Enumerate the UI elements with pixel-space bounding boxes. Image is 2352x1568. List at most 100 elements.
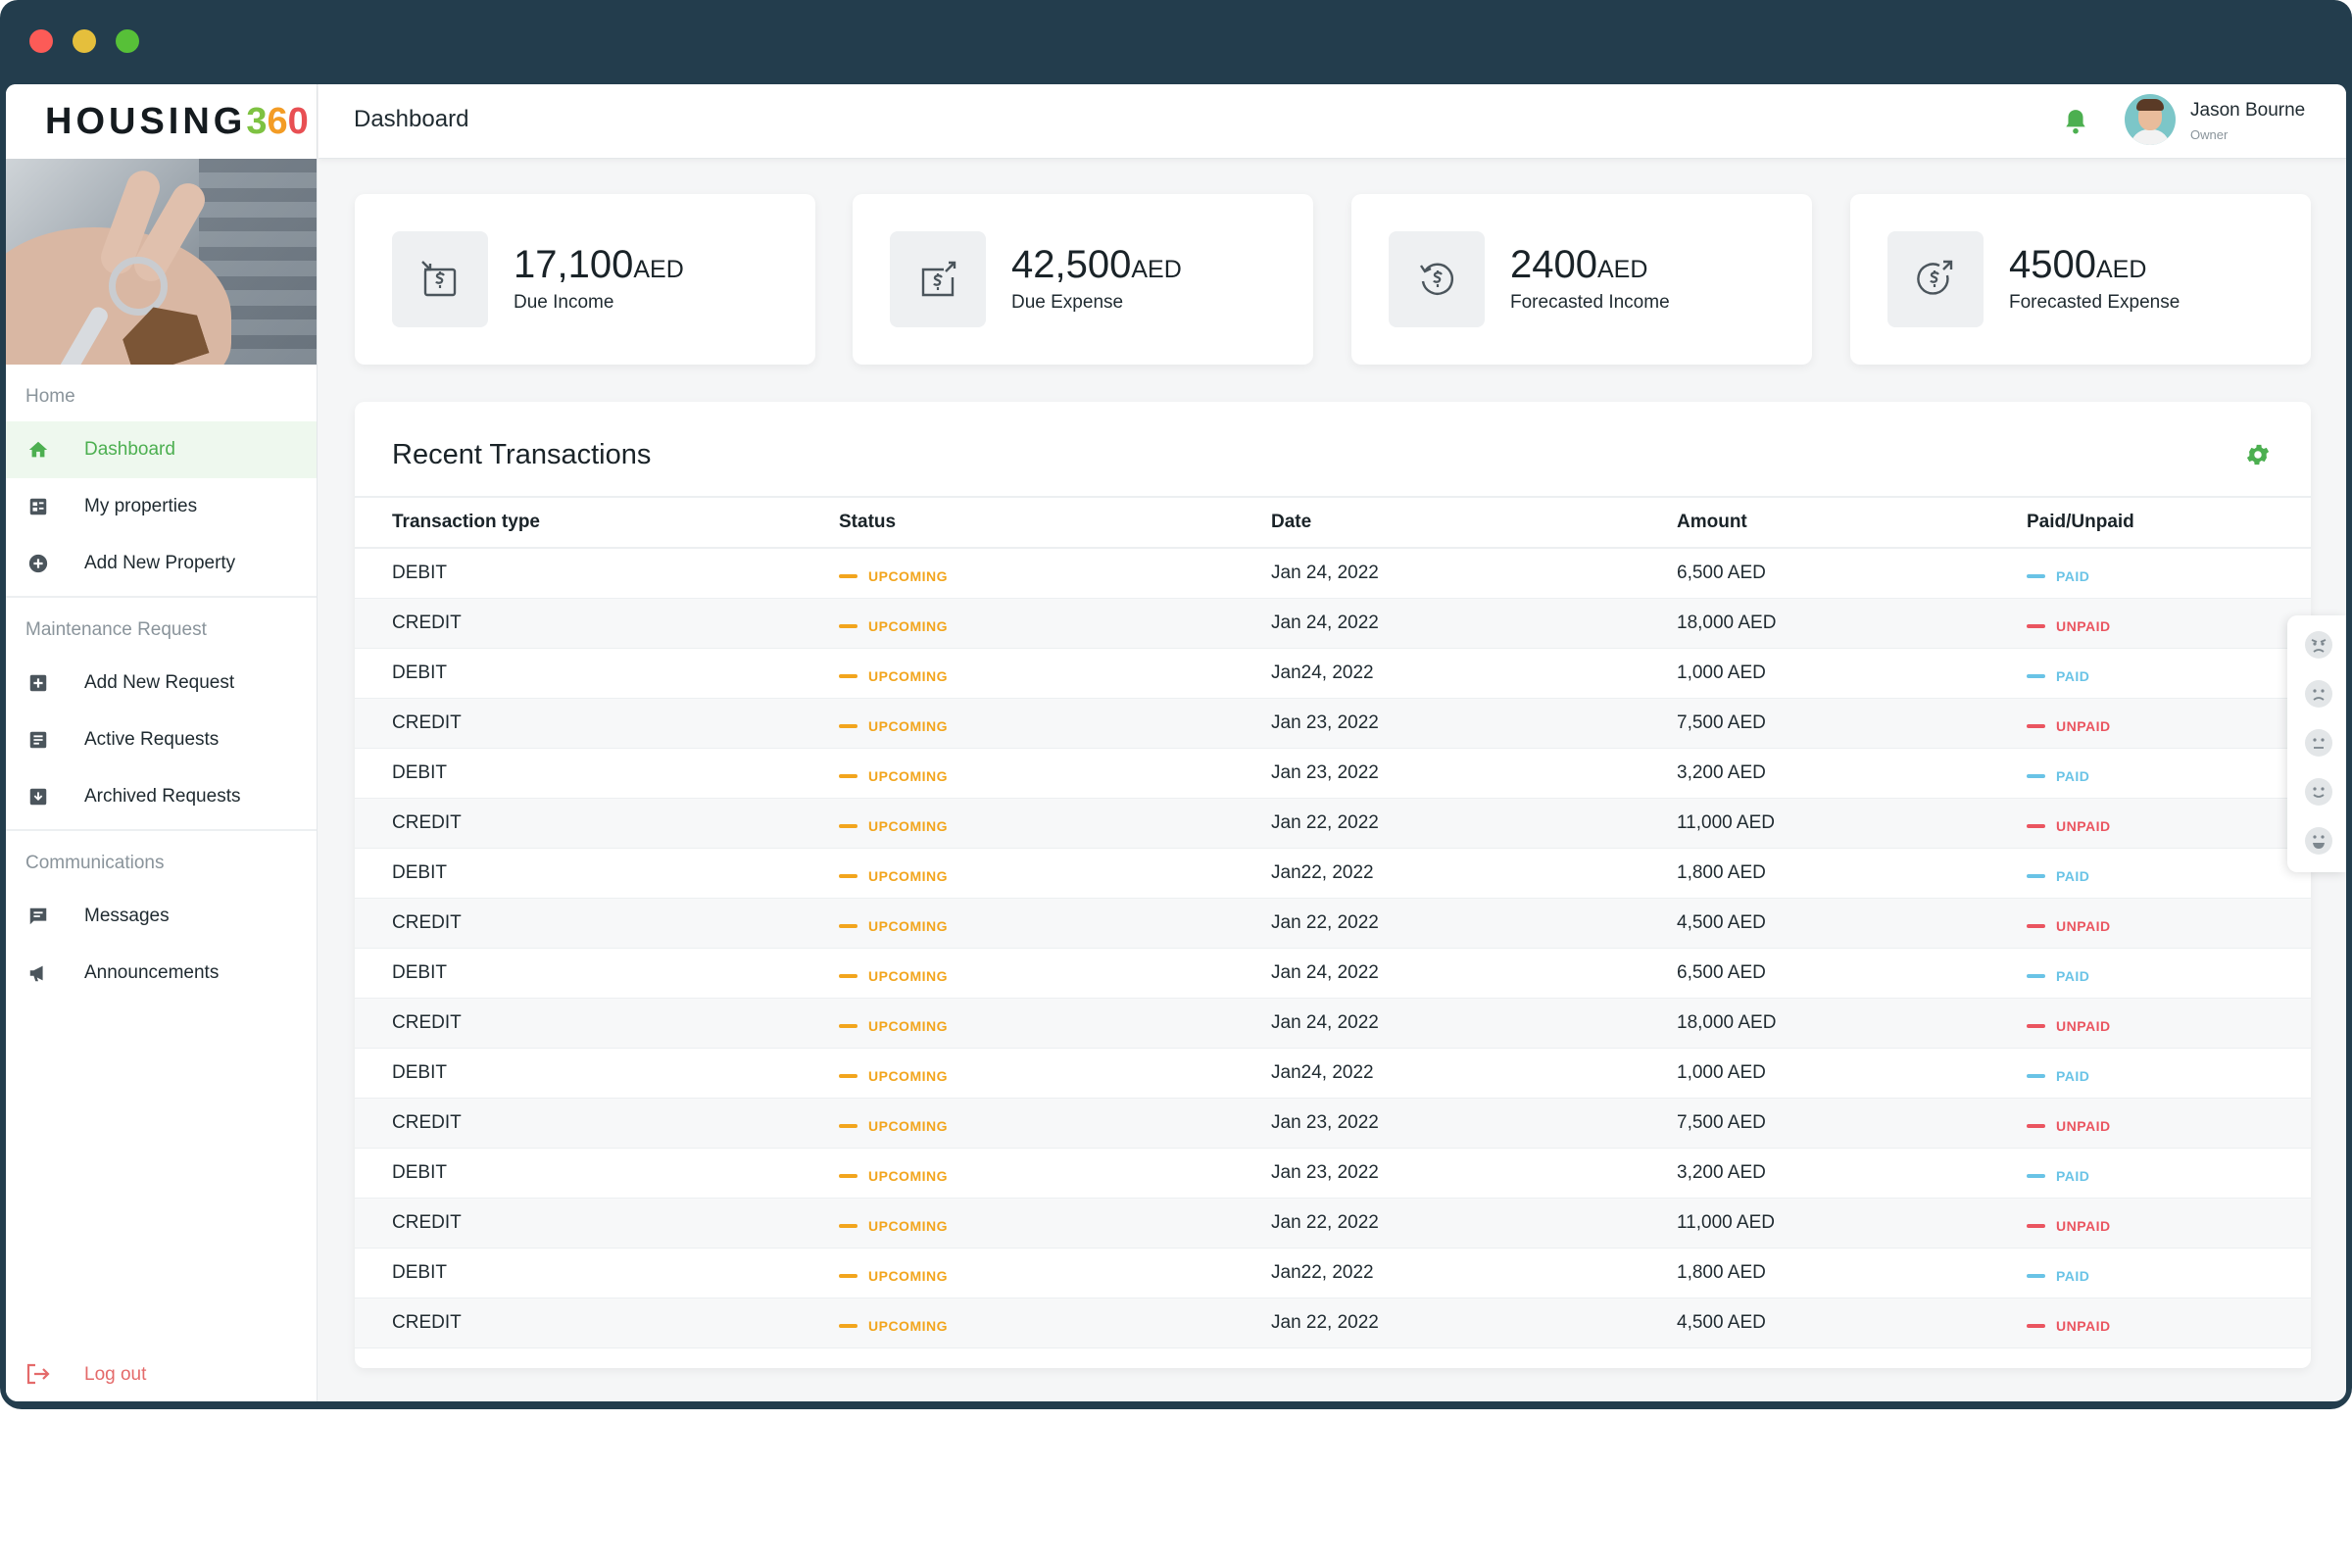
column-header[interactable]: Amount xyxy=(1677,496,2027,549)
paid-badge: UNPAID xyxy=(2027,718,2111,734)
column-header[interactable]: Status xyxy=(839,496,1271,549)
angry-face-icon[interactable] xyxy=(2303,629,2334,661)
column-header[interactable]: Transaction type xyxy=(355,496,839,549)
table-row[interactable]: DEBIT UPCOMING Jan24, 2022 1,000 AED PAID xyxy=(355,1048,2311,1099)
add-box-icon xyxy=(25,670,51,696)
sidebar-item-archived-requests[interactable]: Archived Requests xyxy=(6,768,317,825)
table-row[interactable]: CREDIT UPCOMING Jan 22, 2022 4,500 AED UNPAI… xyxy=(355,1298,2311,1348)
stat-value: 42,500AED xyxy=(1011,243,1182,286)
sidebar-divider xyxy=(6,829,317,831)
cell-paid-status: PAID xyxy=(2027,1248,2311,1298)
table-row[interactable]: DEBIT UPCOMING Jan 23, 2022 3,200 AED PAID xyxy=(355,1148,2311,1199)
cell-transaction-type: CREDIT xyxy=(355,998,839,1049)
table-row[interactable]: CREDIT UPCOMING Jan 22, 2022 11,000 AED UNPA… xyxy=(355,798,2311,849)
sidebar-item-label: Add New Property xyxy=(84,553,236,573)
cell-paid-status: UNPAID xyxy=(2027,998,2311,1049)
table-row[interactable]: DEBIT UPCOMING Jan 24, 2022 6,500 AED PAID xyxy=(355,548,2311,599)
cell-transaction-type: DEBIT xyxy=(355,648,839,699)
logout-label: Log out xyxy=(84,1364,147,1385)
nav-section-maintenance: Maintenance Request xyxy=(25,619,207,640)
stat-card-forecasted-expense[interactable]: 4500AED Forecasted Expense xyxy=(1850,194,2311,365)
income-icon xyxy=(392,231,488,327)
neutral-face-icon[interactable] xyxy=(2303,727,2334,759)
sidebar-item-announcements[interactable]: Announcements xyxy=(6,945,317,1002)
user-name[interactable]: Jason Bourne xyxy=(2190,100,2306,121)
column-header[interactable]: Date xyxy=(1271,496,1677,549)
cell-date: Jan24, 2022 xyxy=(1271,648,1677,699)
sidebar-item-active-requests[interactable]: Active Requests xyxy=(6,711,317,768)
stat-card-due-expense[interactable]: 42,500AED Due Expense xyxy=(853,194,1313,365)
cell-transaction-type: DEBIT xyxy=(355,948,839,999)
table-header-row: Transaction type Status Date Amount Paid… xyxy=(355,496,2311,549)
sidebar-item-label: Active Requests xyxy=(84,729,220,750)
cell-amount: 11,000 AED xyxy=(1677,798,2027,849)
logo[interactable]: HOUSING 360 xyxy=(6,84,317,159)
transactions-body: DEBIT UPCOMING Jan 24, 2022 6,500 AED PAID CR… xyxy=(355,548,2311,1348)
cell-date: Jan 23, 2022 xyxy=(1271,1148,1677,1199)
column-header[interactable]: Paid/Unpaid xyxy=(2027,496,2311,549)
smile-face-icon[interactable] xyxy=(2303,776,2334,808)
sidebar-item-my-properties[interactable]: My properties xyxy=(6,478,317,535)
sidebar-item-add-new-property[interactable]: Add New Property xyxy=(6,535,317,592)
cell-status: UPCOMING xyxy=(839,1048,1271,1099)
stat-card-due-income[interactable]: 17,100AED Due Income xyxy=(355,194,815,365)
maximize-window-icon[interactable] xyxy=(116,29,139,53)
cell-status: UPCOMING xyxy=(839,798,1271,849)
cell-paid-status: UNPAID xyxy=(2027,598,2311,649)
minimize-window-icon[interactable] xyxy=(73,29,96,53)
cell-amount: 18,000 AED xyxy=(1677,998,2027,1049)
close-window-icon[interactable] xyxy=(29,29,53,53)
user-role: Owner xyxy=(2190,127,2229,142)
cell-amount: 18,000 AED xyxy=(1677,598,2027,649)
table-row[interactable]: DEBIT UPCOMING Jan22, 2022 1,800 AED PAID xyxy=(355,1248,2311,1298)
hero-image xyxy=(6,159,317,365)
status-badge: UPCOMING xyxy=(839,1068,948,1084)
sidebar-item-label: Archived Requests xyxy=(84,786,241,807)
table-row[interactable]: CREDIT UPCOMING Jan 22, 2022 11,000 AED UNPA… xyxy=(355,1198,2311,1249)
sidebar-item-add-new-request[interactable]: Add New Request xyxy=(6,655,317,711)
status-badge: UPCOMING xyxy=(839,1168,948,1184)
sad-face-icon[interactable] xyxy=(2303,678,2334,710)
happy-face-icon[interactable] xyxy=(2303,825,2334,857)
paid-badge: UNPAID xyxy=(2027,918,2111,934)
cell-paid-status: PAID xyxy=(2027,1148,2311,1199)
cell-status: UPCOMING xyxy=(839,748,1271,799)
table-row[interactable]: CREDIT UPCOMING Jan 24, 2022 18,000 AED UNPA… xyxy=(355,998,2311,1049)
cell-date: Jan 23, 2022 xyxy=(1271,1098,1677,1149)
transactions-table: Transaction type Status Date Amount Paid… xyxy=(355,496,2311,1348)
cell-date: Jan 24, 2022 xyxy=(1271,548,1677,599)
cell-amount: 6,500 AED xyxy=(1677,948,2027,999)
table-row[interactable]: DEBIT UPCOMING Jan22, 2022 1,800 AED PAID xyxy=(355,848,2311,899)
cell-amount: 1,800 AED xyxy=(1677,1248,2027,1298)
stat-value: 17,100AED xyxy=(514,243,684,286)
table-row[interactable]: DEBIT UPCOMING Jan24, 2022 1,000 AED PAID xyxy=(355,648,2311,699)
stat-label: Due Income xyxy=(514,292,614,313)
sidebar-item-messages[interactable]: Messages xyxy=(6,888,317,945)
stat-card-forecasted-income[interactable]: 2400AED Forecasted Income xyxy=(1351,194,1812,365)
cell-paid-status: PAID xyxy=(2027,548,2311,599)
table-row[interactable]: CREDIT UPCOMING Jan 23, 2022 7,500 AED UNPAI… xyxy=(355,1098,2311,1149)
status-badge: UPCOMING xyxy=(839,1218,948,1234)
stat-value: 2400AED xyxy=(1510,243,1648,286)
bell-icon[interactable] xyxy=(2063,108,2088,135)
paid-badge: PAID xyxy=(2027,668,2089,684)
status-badge: UPCOMING xyxy=(839,1318,948,1334)
stat-label: Forecasted Expense xyxy=(2009,292,2180,313)
page-title: Dashboard xyxy=(354,106,469,132)
table-row[interactable]: CREDIT UPCOMING Jan 24, 2022 18,000 AED UNPA… xyxy=(355,598,2311,649)
logout-button[interactable]: Log out xyxy=(25,1362,146,1388)
cell-status: UPCOMING xyxy=(839,998,1271,1049)
cell-paid-status: UNPAID xyxy=(2027,1198,2311,1249)
table-row[interactable]: DEBIT UPCOMING Jan 24, 2022 6,500 AED PAID xyxy=(355,948,2311,999)
table-row[interactable]: CREDIT UPCOMING Jan 23, 2022 7,500 AED UNPAI… xyxy=(355,698,2311,749)
table-row[interactable]: CREDIT UPCOMING Jan 22, 2022 4,500 AED UNPAI… xyxy=(355,898,2311,949)
gear-icon[interactable] xyxy=(2244,441,2272,468)
logout-icon xyxy=(25,1362,51,1388)
avatar[interactable] xyxy=(2125,94,2176,145)
table-row[interactable]: DEBIT UPCOMING Jan 23, 2022 3,200 AED PAID xyxy=(355,748,2311,799)
cell-date: Jan 23, 2022 xyxy=(1271,748,1677,799)
cell-status: UPCOMING xyxy=(839,648,1271,699)
status-badge: UPCOMING xyxy=(839,968,948,984)
sidebar-item-dashboard[interactable]: Dashboard xyxy=(6,421,317,478)
cell-amount: 6,500 AED xyxy=(1677,548,2027,599)
